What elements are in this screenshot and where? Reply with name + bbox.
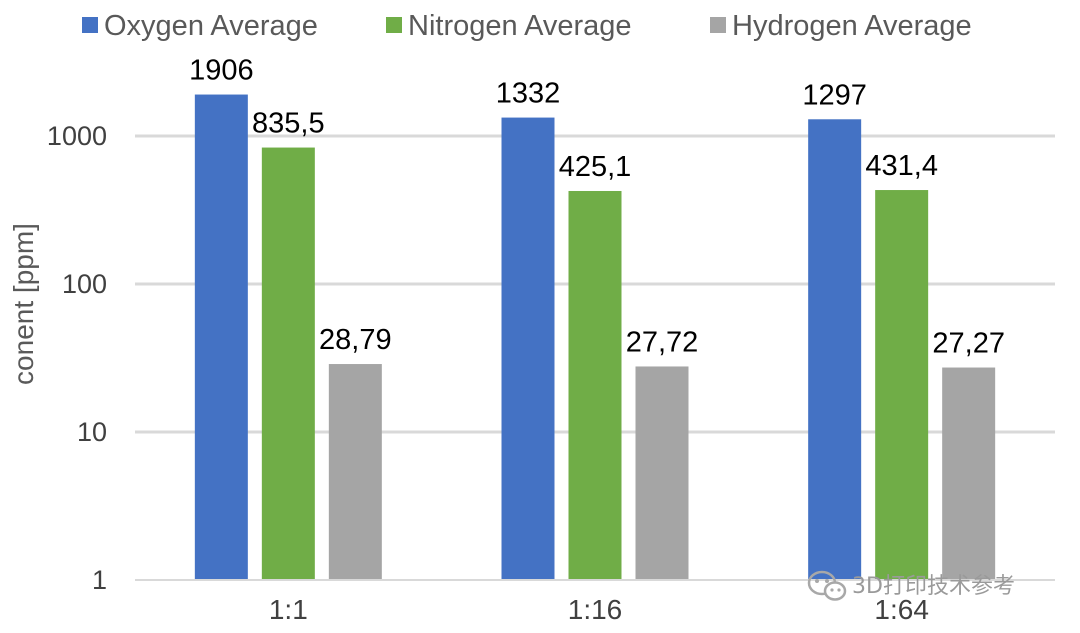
bar-nitrogen-average-0 [261, 147, 315, 580]
bar-hydrogen-average-0 [328, 364, 382, 580]
data-label: 1332 [496, 78, 561, 110]
legend-label: Oxygen Average [104, 10, 318, 42]
watermark: 3D打印技术参考 [807, 570, 1015, 601]
legend-label: Nitrogen Average [408, 10, 632, 42]
bar-oxygen-average-1 [501, 117, 555, 581]
legend: Oxygen Average Nitrogen Average Hydrogen A… [82, 10, 972, 42]
data-label: 27,72 [626, 326, 699, 358]
x-category-label: 1:16 [568, 594, 623, 625]
legend-swatch [386, 17, 402, 33]
y-axis-title: conent [ppm] [8, 223, 39, 385]
data-label: 27,27 [932, 328, 1005, 360]
y-tick-label: 1 [92, 565, 107, 595]
bar-nitrogen-average-1 [568, 190, 622, 580]
x-axis-categories: 1:1 1:16 1:64 [269, 594, 929, 625]
data-labels: 1906 835,5 28,79 1332 425,1 27,72 1297 431,4 27,… [189, 55, 1005, 360]
bar-hydrogen-average-1 [635, 366, 689, 580]
y-tick-label: 1000 [47, 121, 107, 151]
bar-nitrogen-average-2 [875, 190, 929, 581]
watermark-text: 3D打印技术参考 [852, 574, 1015, 599]
x-category-label: 1:1 [269, 594, 308, 625]
data-label: 425,1 [559, 151, 632, 183]
data-label: 1297 [802, 79, 867, 111]
data-label: 28,79 [319, 324, 392, 356]
legend-swatch [82, 17, 98, 33]
bar-hydrogen-average-2 [942, 367, 996, 580]
bars [194, 94, 996, 581]
y-tick-label: 100 [62, 269, 107, 299]
wechat-icon [807, 570, 847, 601]
x-category-label: 1:64 [874, 594, 929, 625]
legend-label: Hydrogen Average [732, 10, 972, 42]
bar-oxygen-average-0 [194, 94, 248, 580]
legend-swatch [710, 17, 726, 33]
data-label: 1906 [189, 55, 254, 87]
y-axis-ticks: 1 10 100 1000 [47, 121, 107, 595]
bar-oxygen-average-2 [808, 119, 862, 580]
data-label: 431,4 [865, 150, 938, 182]
data-label: 835,5 [252, 108, 325, 140]
y-tick-label: 10 [77, 417, 107, 447]
